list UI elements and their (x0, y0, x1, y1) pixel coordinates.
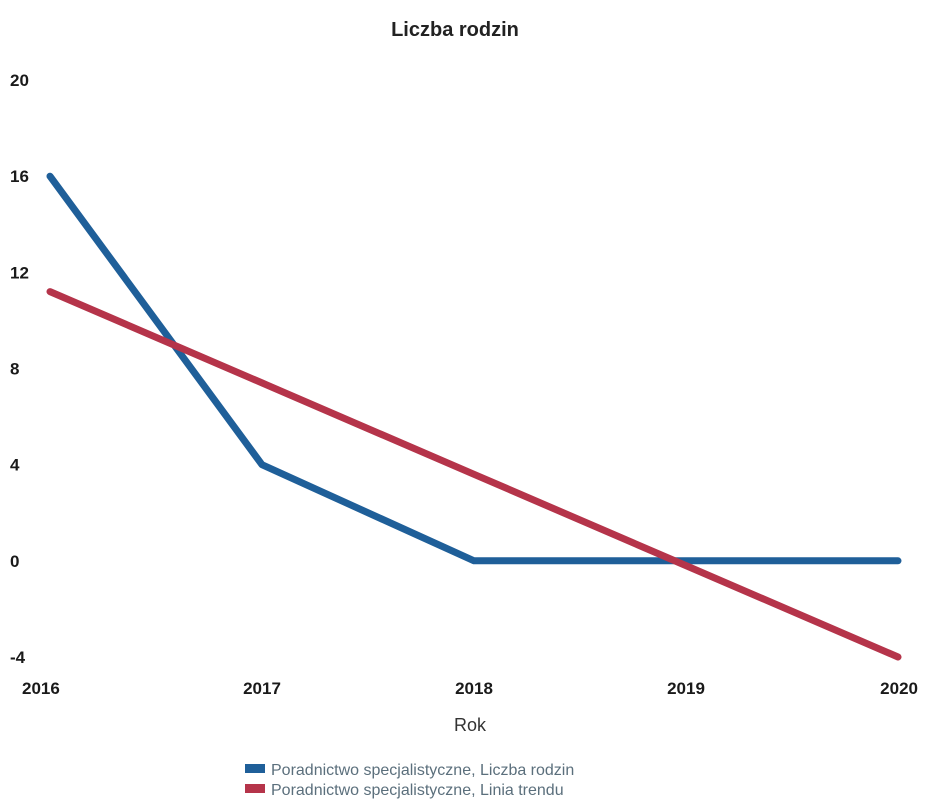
y-tick-label: 12 (10, 263, 29, 282)
series-line-linia-trendu (46, 288, 902, 661)
legend-swatch-linia-trendu (245, 784, 265, 793)
legend-label-liczba-rodzin: Poradnictwo specjalistyczne, Liczba rodz… (271, 762, 574, 779)
legend-swatch-liczba-rodzin (245, 764, 265, 773)
y-axis-ticks: 20 16 12 8 4 0 -4 (10, 71, 29, 667)
x-tick-label: 2016 (22, 679, 60, 698)
y-tick-label: 4 (10, 456, 20, 475)
x-tick-label: 2019 (667, 679, 705, 698)
y-tick-label: 20 (10, 71, 29, 90)
y-tick-label: 16 (10, 167, 29, 186)
y-tick-label: 8 (10, 360, 19, 379)
y-tick-label: -4 (10, 648, 26, 667)
y-tick-label: 0 (10, 552, 19, 571)
x-axis-label: Rok (454, 715, 487, 735)
x-tick-label: 2018 (455, 679, 493, 698)
x-axis-ticks: 2016 2017 2018 2019 2020 (22, 679, 918, 698)
legend-label-linia-trendu: Poradnictwo specjalistyczne, Linia trend… (271, 782, 564, 799)
series-line-liczba-rodzin (46, 172, 902, 565)
x-tick-label: 2020 (880, 679, 918, 698)
chart-title: Liczba rodzin (391, 19, 519, 41)
series-lines (46, 172, 902, 661)
x-tick-label: 2017 (243, 679, 281, 698)
legend: Poradnictwo specjalistyczne, Liczba rodz… (245, 762, 574, 799)
